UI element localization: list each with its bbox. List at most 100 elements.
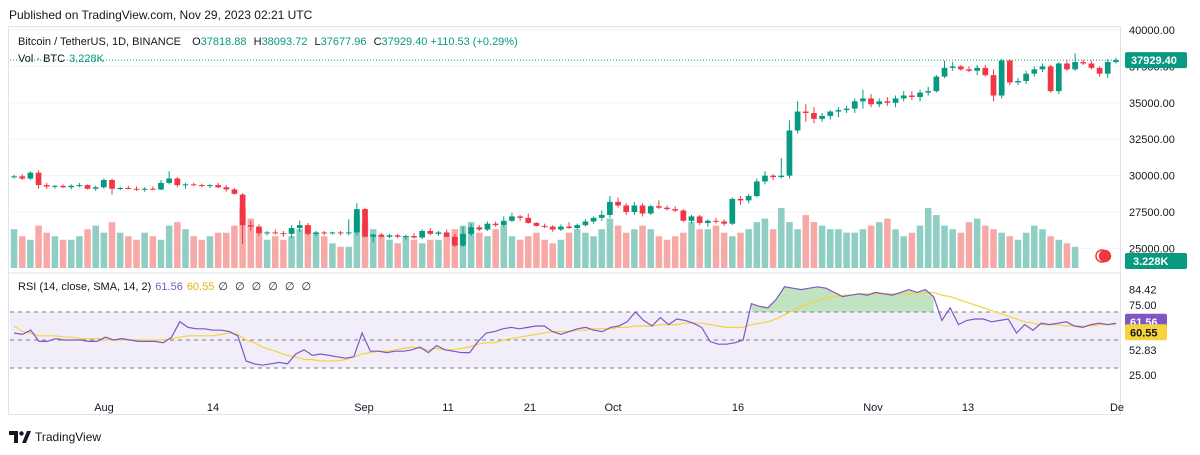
candle-body (615, 201, 621, 206)
event-flag-icon (1097, 248, 1113, 264)
x-tick-label: Nov (863, 402, 883, 414)
volume-bar (484, 236, 491, 268)
volume-bar (582, 232, 589, 268)
volume-bar (1006, 236, 1014, 268)
volume-bar (125, 236, 132, 268)
candle-body (1015, 80, 1021, 83)
last-volume-label: 3.228K (1133, 256, 1169, 268)
volume-bar (35, 225, 42, 268)
volume-bar (206, 236, 214, 268)
x-tick-label: De (1110, 402, 1124, 414)
volume-bar (18, 236, 26, 268)
volume-bar (1014, 239, 1022, 268)
volume-bar (174, 222, 181, 268)
x-tick-label: 16 (732, 402, 744, 414)
open-key: O (192, 36, 201, 48)
candle-body (174, 178, 181, 186)
volume-bar (59, 239, 67, 268)
high-value: 38093.72 (261, 36, 308, 48)
candle-body (435, 232, 442, 234)
candle-body (713, 220, 719, 222)
volume-bar (271, 236, 279, 268)
volume-value: 3.228K (69, 53, 104, 65)
volume-bar (680, 232, 687, 268)
low-key: L (314, 36, 321, 48)
volume-bar (826, 229, 834, 268)
volume-bar (427, 239, 434, 268)
volume-bar (10, 229, 18, 268)
published-caption: Published on TradingView.com, Nov 29, 20… (9, 8, 313, 22)
volume-bar (753, 222, 761, 268)
last-price-badge (1125, 52, 1187, 69)
candle-body (394, 235, 401, 237)
volume-bar (231, 225, 238, 268)
candle-body (639, 205, 646, 214)
volume-bar (622, 232, 630, 268)
volume-bar (149, 236, 157, 268)
volume-bar (639, 225, 646, 268)
x-tick-label: 13 (962, 402, 974, 414)
volume-bar (378, 236, 385, 268)
candle-body (770, 175, 776, 178)
close-key: C (373, 36, 382, 48)
candle-body (664, 207, 670, 210)
candle-body (835, 110, 842, 112)
volume-bar (467, 222, 475, 268)
candle-body (933, 76, 940, 92)
candle-body (272, 232, 279, 234)
volume-bar (941, 225, 948, 268)
volume-label: Vol · BTC (18, 53, 66, 65)
candle-body (500, 220, 507, 226)
rsi-tick-label: 52.83 (1129, 345, 1157, 357)
candle-body (11, 176, 17, 178)
volume-bar (720, 232, 728, 268)
candle-body (207, 185, 213, 187)
volume-bar (27, 239, 34, 268)
candle-body (533, 222, 540, 226)
volume-bar (182, 229, 189, 268)
candle-body (590, 217, 597, 222)
candle-body (851, 101, 858, 109)
candle-body (1031, 69, 1038, 74)
change-value: +110.53 (+0.29%) (430, 36, 518, 48)
rsi-label: RSI (14, close, SMA, 14, 2) (18, 281, 152, 293)
candle-body (158, 182, 164, 190)
x-tick-label: 11 (442, 402, 453, 414)
volume-bar (916, 225, 924, 268)
volume-bar (778, 208, 785, 268)
candle-body (827, 111, 834, 116)
volume-bar (973, 218, 981, 268)
volume-bar (859, 229, 867, 268)
x-tick-label: 21 (524, 402, 536, 414)
main-legend: Bitcoin / TetherUS, 1D, BINANCE O37818.8… (18, 36, 518, 48)
footer-brand-text: TradingView (35, 430, 102, 444)
candle-body (1006, 60, 1013, 83)
volume-bar (500, 225, 508, 268)
candle-body (484, 223, 491, 230)
volume-bar (157, 239, 165, 268)
candle-body (1104, 62, 1111, 74)
volume-bar (345, 246, 352, 268)
candle-body (1039, 66, 1046, 70)
volume-bar (443, 236, 450, 268)
volume-bar (304, 225, 312, 268)
candle-body (876, 101, 883, 105)
candle-body (721, 221, 728, 224)
candle-body (247, 225, 254, 227)
volume-bar (92, 225, 99, 268)
candle-body (598, 214, 605, 218)
candle-body (974, 67, 981, 71)
candle-body (60, 185, 66, 188)
candle-body (566, 226, 572, 229)
candle-body (468, 227, 474, 234)
volume-bar (1022, 232, 1030, 268)
rsi-tick-label: 75.00 (1129, 300, 1157, 312)
price-tick-label: 40000.00 (1129, 25, 1175, 37)
candle-body (68, 185, 75, 188)
chart-frame (8, 26, 1121, 415)
candle-body (525, 217, 532, 223)
candle-body (92, 187, 99, 189)
candle-body (370, 234, 377, 237)
price-tick-label: 27500.00 (1129, 207, 1175, 219)
